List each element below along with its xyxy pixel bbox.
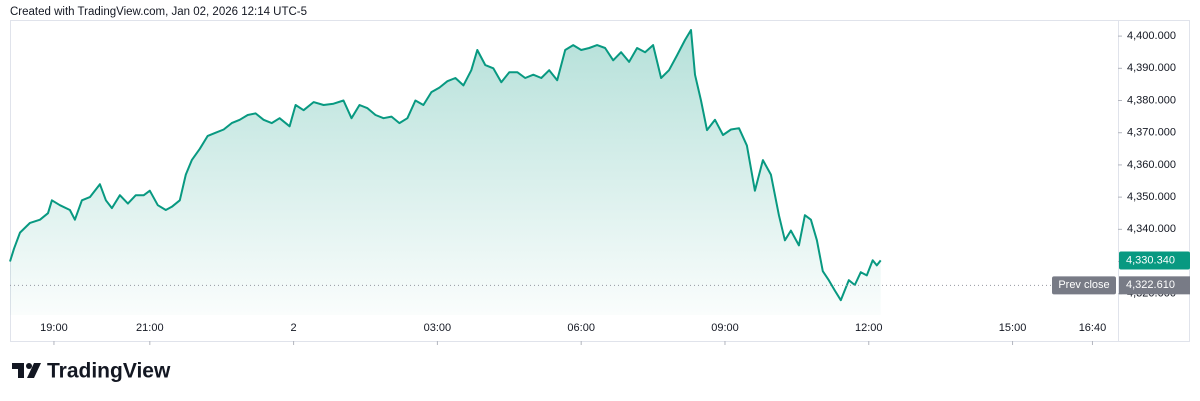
x-tick-label: 12:00 [855, 322, 883, 334]
x-tick-label: 19:00 [40, 322, 68, 334]
x-tick-label: 15:00 [999, 322, 1027, 334]
x-tick-label: 06:00 [567, 322, 595, 334]
x-tick-label: 16:40 [1079, 322, 1107, 334]
area-fill [10, 30, 881, 315]
header: Created with TradingView.com, Jan 02, 20… [10, 6, 307, 18]
logo: TradingView [12, 360, 171, 383]
frame [10, 20, 1190, 342]
y-tick-label: 4,400.000 [1127, 30, 1176, 42]
price-line [9, 29, 882, 302]
x-tick-label: 03:00 [424, 322, 452, 334]
y-tick-label: 4,370.000 [1127, 127, 1176, 139]
prev-close-tag [1052, 276, 1116, 295]
x-tick-label: 21:00 [136, 322, 164, 334]
x-tick-label: 2 [291, 322, 297, 334]
last-price-label: 4,330.340 [1126, 254, 1175, 266]
prev-close-badge [1119, 276, 1190, 295]
y-tick-label: 4,380.000 [1127, 94, 1176, 106]
prev-close-value: 4,322.610 [1126, 279, 1175, 291]
brand: TradingView [47, 360, 171, 383]
y-tick-label: 4,360.000 [1127, 159, 1176, 171]
last-price-badge [1119, 251, 1190, 270]
x-tick-label: 09:00 [711, 322, 739, 334]
prev-close-label: Prev close [1058, 279, 1109, 291]
y-tick-label: 4,350.000 [1127, 191, 1176, 203]
y-tick-label: 4,390.000 [1127, 62, 1176, 74]
y-tick-label: 4,340.000 [1127, 223, 1176, 235]
